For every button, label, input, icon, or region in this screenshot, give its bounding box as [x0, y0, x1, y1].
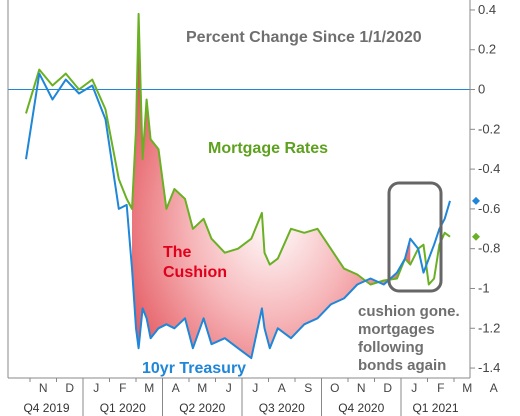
x-month-label: M [197, 381, 207, 395]
x-month-label: M [462, 381, 472, 395]
note-line1: cushion gone. [358, 303, 460, 320]
x-quarter-label: Q4 2020 [338, 401, 384, 415]
y-tick-label: 0.4 [478, 2, 496, 17]
note-line3: following [358, 339, 424, 356]
x-month-label: D [65, 381, 74, 395]
x-quarter-label: Q1 2021 [412, 401, 458, 415]
y-tick-label: -0.2 [478, 121, 500, 136]
highlight-box [387, 181, 443, 293]
x-month-label: D [383, 381, 392, 395]
series-layer [25, 12, 480, 360]
y-tick-label: -1.2 [478, 320, 500, 335]
x-month-label: N [357, 381, 366, 395]
x-month-label: M [144, 381, 154, 395]
x-month-label: F [119, 381, 126, 395]
mortgage-rates-label: Mortgage Rates [208, 140, 328, 157]
x-quarter-label: Q3 2020 [259, 401, 305, 415]
note-line4: bonds again [358, 357, 446, 374]
x-month-label: A [172, 381, 180, 395]
x-month-label: N [39, 381, 48, 395]
x-month-label: J [93, 381, 99, 395]
treasury-label: 10yr Treasury [142, 360, 246, 377]
y-tick-label: -1.4 [478, 360, 500, 375]
x-month-label: J [411, 381, 417, 395]
treasury-line [25, 72, 451, 360]
x-month-label: S [304, 381, 312, 395]
x-month-label: O [330, 381, 339, 395]
cushion-area [132, 13, 411, 359]
x-quarter-label: Q2 2020 [179, 401, 225, 415]
y-tick-label: -1 [478, 280, 490, 295]
y-tick-label: 0 [478, 82, 485, 97]
cushion-fill-area [132, 13, 411, 359]
cushion-label-line2: Cushion [163, 264, 227, 281]
plot-frame [7, 0, 471, 379]
x-month-label: A [490, 381, 498, 395]
y-tick-label: 0.2 [478, 42, 496, 57]
x-quarter-label: Q1 2020 [100, 401, 146, 415]
x-quarter-label: Q4 2019 [23, 401, 69, 415]
chart-title: Percent Change Since 1/1/2020 [186, 29, 422, 46]
x-month-label: J [226, 381, 232, 395]
note-line2: mortgages [358, 321, 435, 338]
mortgage-end-marker [472, 232, 480, 241]
y-tick-label: -0.4 [478, 161, 500, 176]
x-month-label: J [252, 381, 258, 395]
x-axis: N D J F M A M J J A S O N D J F M A Q4 2019 Q1 2020 Q2 2020 Q… [23, 378, 498, 416]
treasury-end-marker [472, 196, 480, 205]
y-tick-label: -0.8 [478, 241, 500, 256]
x-month-label: A [278, 381, 286, 395]
cushion-label-line1: The [163, 244, 192, 261]
y-axis: 0.4 0.2 0 -0.2 -0.4 -0.6 -0.8 -1 -1.2 -1.4 [470, 2, 500, 375]
mortgage-rates-line [25, 12, 451, 286]
x-month-label: F [437, 381, 444, 395]
y-tick-label: -0.6 [478, 201, 500, 216]
